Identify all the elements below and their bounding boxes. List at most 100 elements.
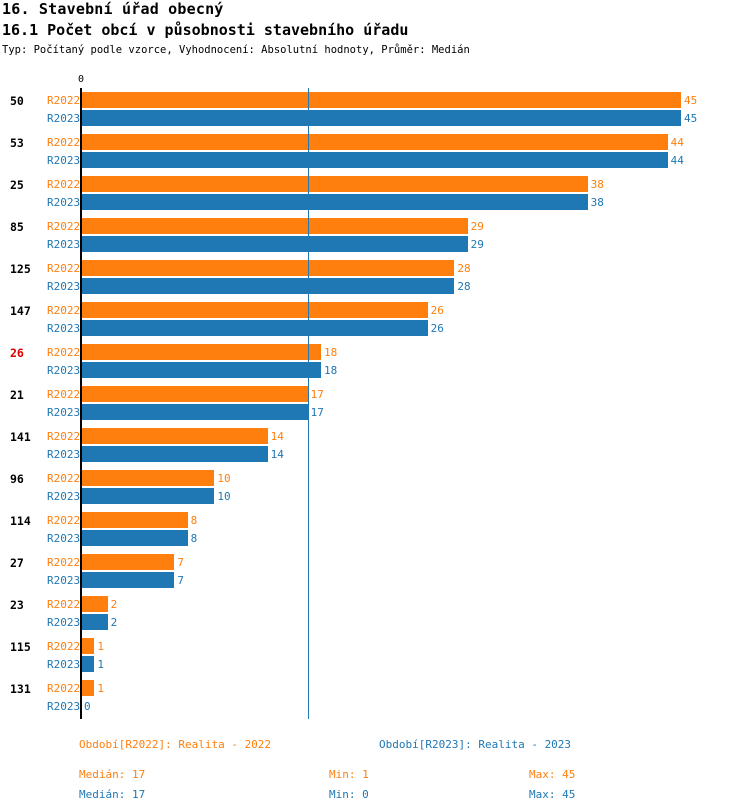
value-label: 29 <box>470 238 484 251</box>
value-label: 28 <box>457 262 471 275</box>
series-label: R2023 <box>47 154 81 167</box>
legend-r2023: Období[R2023]: Realita - 2023 <box>379 738 572 751</box>
bar-r2023 <box>81 446 268 462</box>
r2023-median: Medián: 17 <box>79 788 146 801</box>
category-label: 141 <box>10 430 31 444</box>
series-label: R2023 <box>47 658 81 671</box>
series-label: R2022 <box>47 136 81 149</box>
value-label: 8 <box>190 532 198 545</box>
r2023-max: Max: 45 <box>529 788 576 801</box>
series-label: R2023 <box>47 238 81 251</box>
bar-r2023 <box>81 320 428 336</box>
series-label: R2022 <box>47 304 81 317</box>
series-label: R2023 <box>47 616 81 629</box>
series-label: R2022 <box>47 262 81 275</box>
series-label: R2023 <box>47 490 81 503</box>
section-title: 16. Stavební úřad obecný <box>2 0 224 18</box>
value-label: 1 <box>97 658 104 671</box>
y-axis-line <box>80 88 82 719</box>
value-label: 18 <box>324 346 338 359</box>
value-label: 17 <box>310 406 324 419</box>
series-label: R2023 <box>47 280 81 293</box>
value-label: 2 <box>110 598 118 611</box>
bar-r2023 <box>81 362 321 378</box>
series-label: R2023 <box>47 196 81 209</box>
axis-zero-label: 0 <box>78 74 85 85</box>
bar-r2022 <box>81 302 428 318</box>
value-label: 7 <box>177 574 184 587</box>
value-label: 28 <box>457 280 471 293</box>
series-label: R2023 <box>47 574 81 587</box>
value-label: 7 <box>177 556 184 569</box>
value-label: 0 <box>84 700 91 713</box>
bar-r2022 <box>81 596 108 612</box>
bar-r2022 <box>81 92 681 108</box>
r2022-min: Min: 1 <box>329 768 369 781</box>
bar-r2022 <box>81 512 188 528</box>
category-label: 53 <box>10 136 24 150</box>
series-label: R2022 <box>47 514 81 527</box>
bar-r2022 <box>81 344 321 360</box>
series-label: R2023 <box>47 448 81 461</box>
category-label: 114 <box>10 514 31 528</box>
value-label: 2 <box>110 616 118 629</box>
value-label: 44 <box>670 154 684 167</box>
value-label: 10 <box>217 472 231 485</box>
series-label: R2023 <box>47 532 81 545</box>
bar-r2023 <box>81 530 188 546</box>
value-label: 8 <box>190 514 198 527</box>
bar-r2023 <box>81 236 468 252</box>
series-label: R2023 <box>47 406 81 419</box>
bar-r2022 <box>81 638 95 654</box>
series-label: R2023 <box>47 322 81 335</box>
value-label: 45 <box>684 112 698 125</box>
value-label: 1 <box>97 682 104 695</box>
median-line <box>308 88 309 719</box>
value-label: 26 <box>430 322 444 335</box>
category-label: 125 <box>10 262 31 276</box>
bar-r2022 <box>81 134 668 150</box>
category-label: 23 <box>10 598 24 612</box>
value-label: 45 <box>684 94 698 107</box>
value-label: 44 <box>670 136 684 149</box>
series-label: R2022 <box>47 556 81 569</box>
series-label: R2022 <box>47 220 81 233</box>
category-label: 85 <box>10 220 24 234</box>
category-label: 50 <box>10 94 24 108</box>
bar-r2022 <box>81 218 468 234</box>
bar-r2023 <box>81 152 668 168</box>
series-label: R2022 <box>47 472 81 485</box>
category-label: 96 <box>10 472 24 486</box>
series-label: R2023 <box>47 112 81 125</box>
bar-r2023 <box>81 194 588 210</box>
legend-r2022: Období[R2022]: Realita - 2022 <box>79 738 272 751</box>
category-label: 27 <box>10 556 24 570</box>
value-label: 26 <box>430 304 444 317</box>
bar-r2022 <box>81 470 215 486</box>
category-label: 115 <box>10 640 31 654</box>
bar-r2023 <box>81 110 681 126</box>
series-label: R2022 <box>47 178 81 191</box>
series-label: R2022 <box>47 598 81 611</box>
chart-meta: Typ: Počítaný podle vzorce, Vyhodnocení:… <box>2 44 470 56</box>
series-label: R2022 <box>47 94 81 107</box>
value-label: 14 <box>270 430 284 443</box>
bar-r2023 <box>81 656 95 672</box>
r2022-median: Medián: 17 <box>79 768 146 781</box>
value-label: 10 <box>217 490 231 503</box>
bar-r2023 <box>81 404 308 420</box>
category-label: 147 <box>10 304 31 318</box>
series-label: R2022 <box>47 346 81 359</box>
value-label: 29 <box>470 220 484 233</box>
bar-r2022 <box>81 260 455 276</box>
value-label: 18 <box>324 364 338 377</box>
value-label: 17 <box>310 388 324 401</box>
series-label: R2022 <box>47 682 81 695</box>
category-label: 25 <box>10 178 24 192</box>
bar-r2022 <box>81 680 95 696</box>
value-label: 38 <box>590 178 604 191</box>
bar-r2023 <box>81 614 108 630</box>
value-label: 1 <box>97 640 104 653</box>
series-label: R2023 <box>47 700 81 713</box>
series-label: R2022 <box>47 430 81 443</box>
